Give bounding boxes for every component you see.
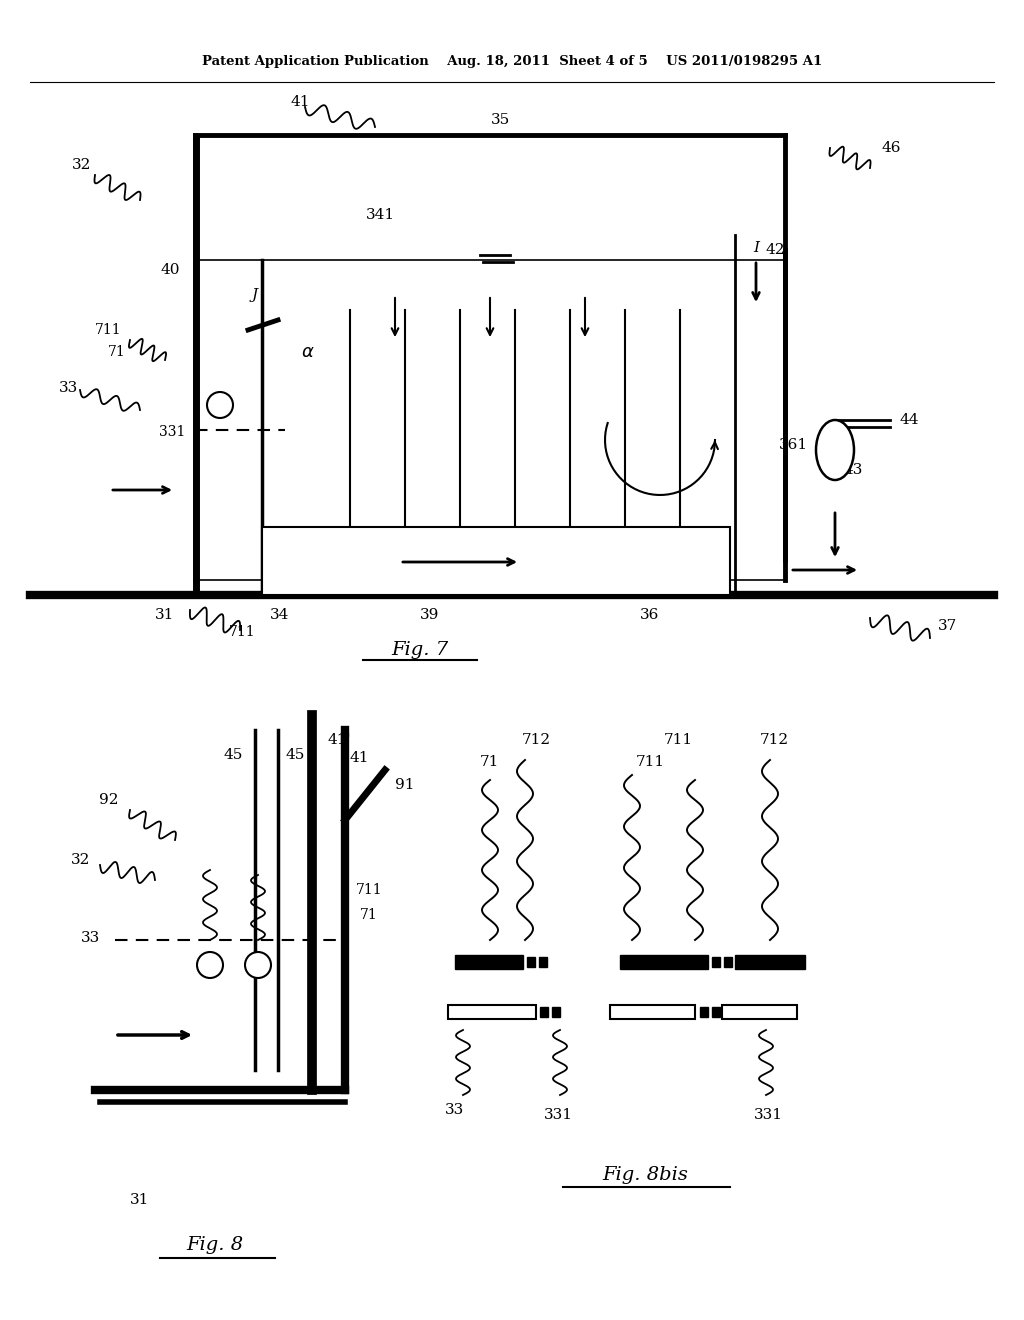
Bar <box>724 957 732 968</box>
Text: 361: 361 <box>779 438 808 451</box>
Text: 92: 92 <box>98 793 118 807</box>
Text: 43: 43 <box>844 463 862 477</box>
Text: 331: 331 <box>159 425 185 440</box>
Circle shape <box>207 392 233 418</box>
Text: 711: 711 <box>664 733 693 747</box>
Text: 40: 40 <box>161 263 180 277</box>
Bar <box>539 957 547 968</box>
Text: 35: 35 <box>490 114 510 127</box>
Text: 711: 711 <box>636 755 665 770</box>
Text: $\alpha$: $\alpha$ <box>301 343 314 360</box>
Bar <box>700 1007 708 1016</box>
Text: 45: 45 <box>223 748 243 762</box>
Bar <box>455 954 523 969</box>
Text: 31: 31 <box>156 609 175 622</box>
Text: 32: 32 <box>73 158 92 172</box>
Text: 34: 34 <box>270 609 290 622</box>
Text: 711: 711 <box>95 323 122 337</box>
Text: 71: 71 <box>480 755 500 770</box>
Text: 71: 71 <box>109 345 126 359</box>
Text: 331: 331 <box>544 1107 572 1122</box>
Text: Patent Application Publication    Aug. 18, 2011  Sheet 4 of 5    US 2011/0198295: Patent Application Publication Aug. 18, … <box>202 55 822 69</box>
Text: 32: 32 <box>71 853 90 867</box>
Bar <box>620 954 708 969</box>
Bar <box>722 1005 797 1019</box>
Bar <box>712 957 720 968</box>
Text: 712: 712 <box>522 733 551 747</box>
Text: 41: 41 <box>290 95 309 110</box>
Text: Fig. 8: Fig. 8 <box>186 1236 244 1254</box>
Bar <box>610 1005 695 1019</box>
Circle shape <box>245 952 271 978</box>
Bar <box>262 527 730 595</box>
Bar <box>712 1007 720 1016</box>
Bar <box>540 1007 548 1016</box>
Text: I: I <box>753 242 759 255</box>
Text: 711: 711 <box>228 624 255 639</box>
Text: Fig. 8bis: Fig. 8bis <box>602 1166 688 1184</box>
Text: 41': 41' <box>328 733 351 747</box>
Text: 45: 45 <box>285 748 304 762</box>
Text: 33: 33 <box>445 1104 465 1117</box>
Text: 42: 42 <box>765 243 784 257</box>
Text: Fig. 7: Fig. 7 <box>391 642 449 659</box>
Text: 36: 36 <box>640 609 659 622</box>
Text: 33: 33 <box>58 381 78 395</box>
Text: 46: 46 <box>882 141 901 154</box>
Text: 41: 41 <box>350 751 370 766</box>
Text: 711: 711 <box>356 883 383 898</box>
Text: 331: 331 <box>754 1107 782 1122</box>
Bar <box>527 957 535 968</box>
Text: 341: 341 <box>366 209 394 222</box>
Text: 44: 44 <box>900 413 920 426</box>
Text: 33: 33 <box>81 931 100 945</box>
Text: J: J <box>252 288 258 302</box>
Text: 31: 31 <box>130 1193 150 1206</box>
Bar <box>552 1007 560 1016</box>
Bar <box>735 954 805 969</box>
Text: 91: 91 <box>395 777 415 792</box>
Bar <box>449 1005 536 1019</box>
Text: 37: 37 <box>938 619 957 634</box>
Text: 39: 39 <box>420 609 439 622</box>
Text: 71: 71 <box>360 908 378 921</box>
Circle shape <box>197 952 223 978</box>
Text: 712: 712 <box>760 733 790 747</box>
Ellipse shape <box>816 420 854 480</box>
